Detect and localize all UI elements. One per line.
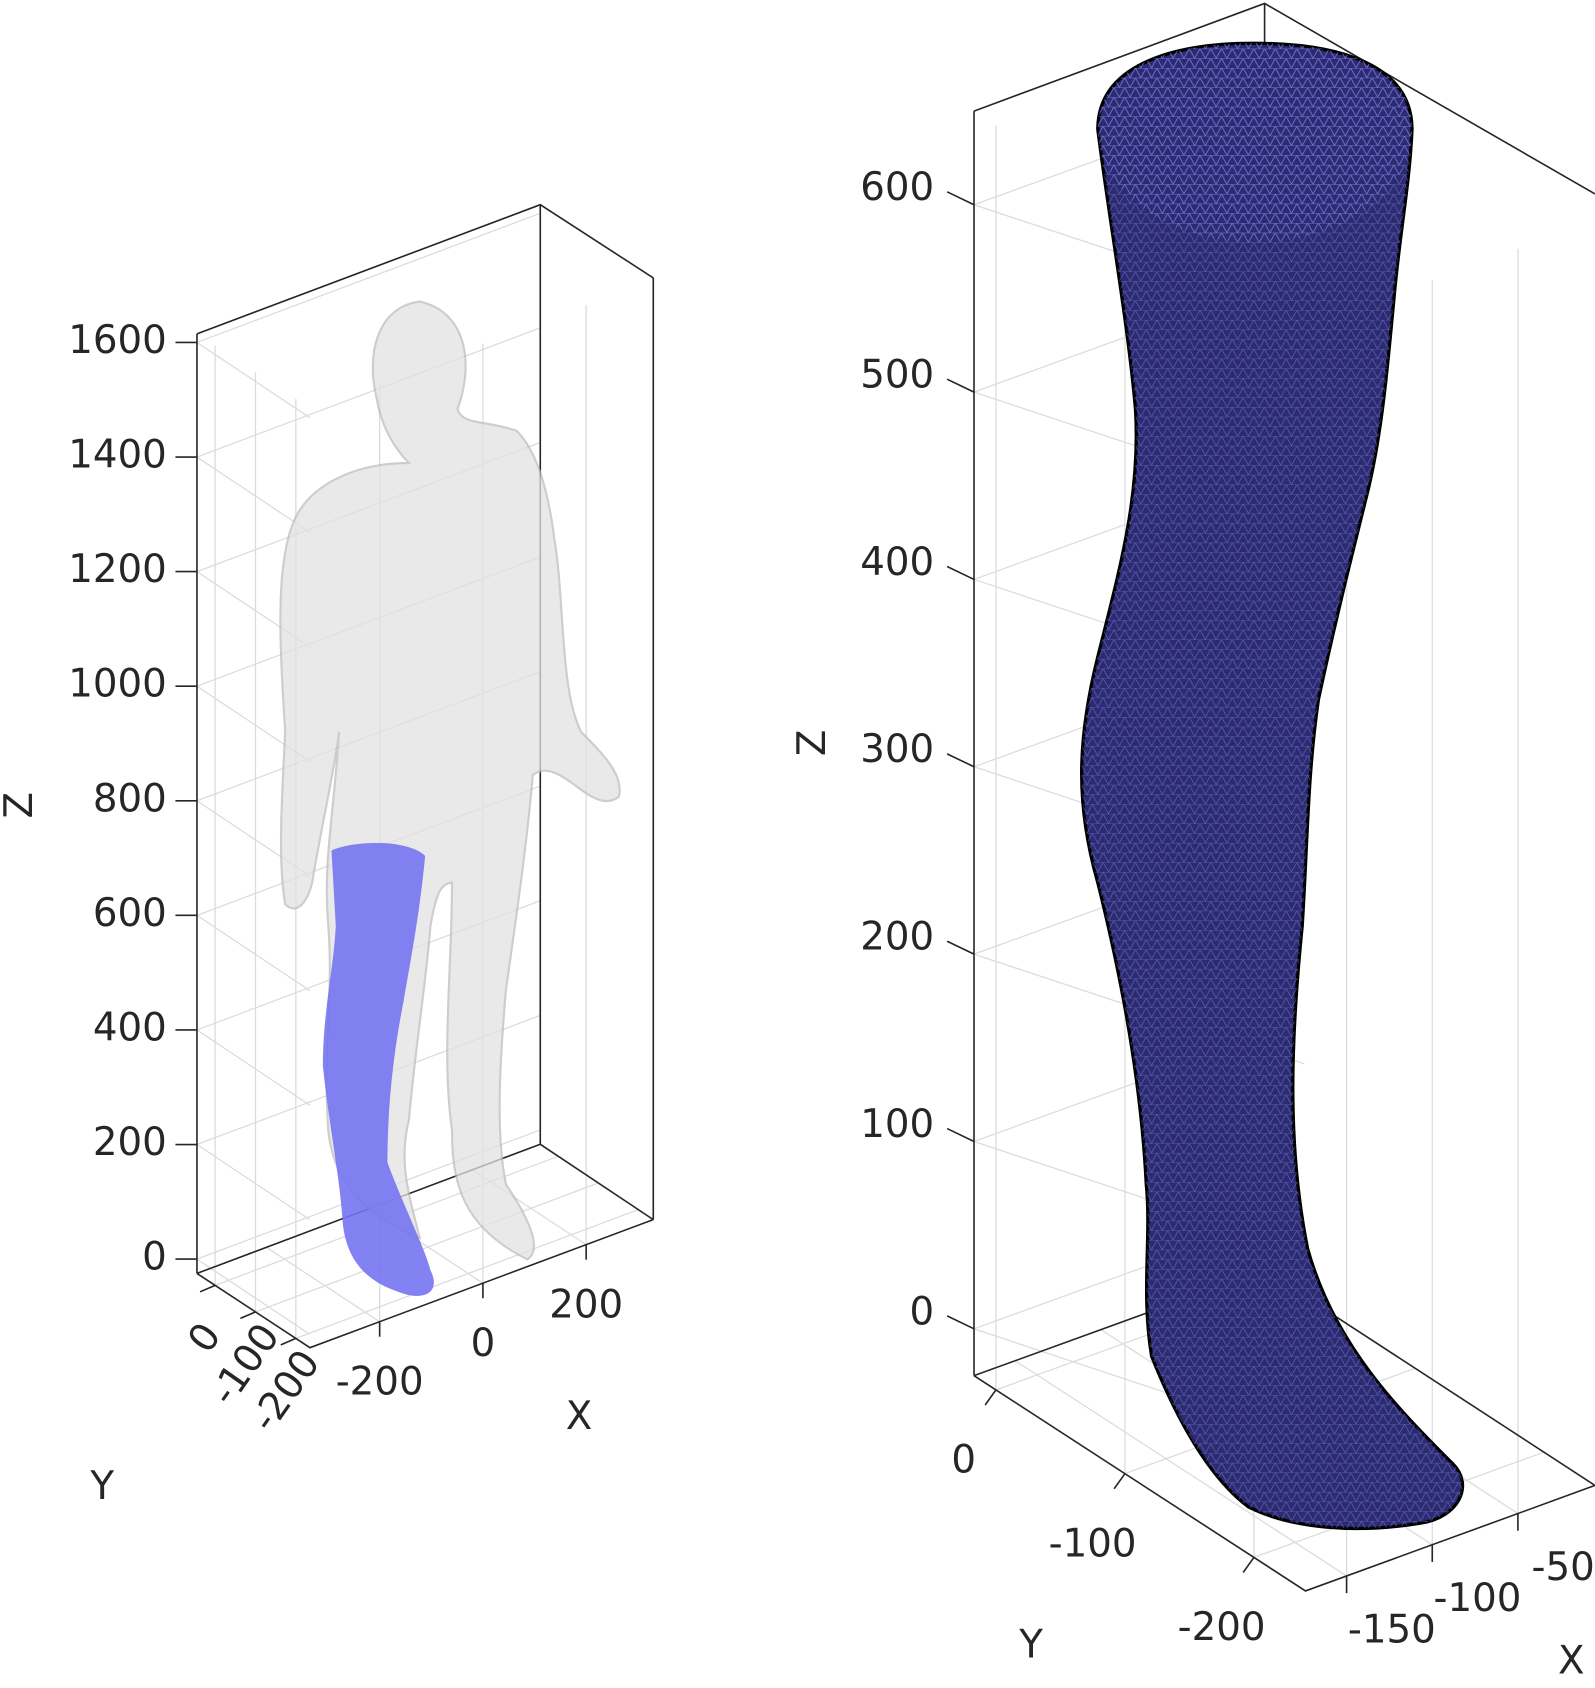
y-axis-label: Y <box>1018 1622 1043 1667</box>
z-tick-label: 1200 <box>68 547 167 592</box>
grid-line <box>196 914 311 992</box>
z-tick-label: 1000 <box>68 662 167 707</box>
z-tick <box>946 191 975 206</box>
z-tick-label: 600 <box>93 891 167 936</box>
leg <box>322 842 434 1296</box>
y-tick <box>1113 1473 1126 1490</box>
grid-line <box>1014 1360 1347 1577</box>
x-axis-label: X <box>1558 1639 1585 1684</box>
z-axis-label: Z <box>0 792 42 819</box>
grid-line <box>196 456 311 533</box>
z-tick-label: 400 <box>860 540 934 585</box>
y-tick <box>984 1389 997 1406</box>
y-tick <box>1242 1556 1255 1573</box>
z-tick-label: 0 <box>142 1235 167 1280</box>
z-tick-label: 500 <box>860 353 934 398</box>
grid-line <box>196 1143 311 1221</box>
z-tick <box>946 1127 975 1143</box>
z-tick-label: 600 <box>860 165 934 210</box>
grid-line <box>196 327 541 458</box>
z-tick-label: 400 <box>93 1005 167 1050</box>
grid-line <box>196 1029 311 1106</box>
z-tick <box>946 378 975 393</box>
y-tick <box>280 1337 297 1346</box>
y-tick-label: 0 <box>179 1315 230 1361</box>
z-tick-label: 200 <box>93 1120 167 1165</box>
y-tick-label: 0 <box>951 1438 976 1483</box>
x-tick-label: -100 <box>1433 1576 1521 1621</box>
y-axis-label: Y <box>89 1464 114 1509</box>
grid-line <box>295 1208 640 1340</box>
z-axis-label: Z <box>790 730 835 757</box>
y-tick <box>199 1284 216 1293</box>
y-tick-label: -100 <box>1049 1521 1137 1566</box>
x-tick-label: -150 <box>1348 1607 1436 1652</box>
z-tick-label: 100 <box>860 1102 934 1147</box>
z-tick <box>946 565 975 581</box>
z-tick-label: 1600 <box>68 318 167 363</box>
z-tick-label: 1400 <box>68 433 167 478</box>
x-axis-label: X <box>566 1394 593 1439</box>
z-tick-label: 0 <box>910 1289 935 1334</box>
z-tick <box>946 1315 975 1330</box>
x-tick-label: 0 <box>471 1321 496 1366</box>
grid-line <box>266 1246 381 1323</box>
z-tick <box>946 940 975 955</box>
x-tick-label: -50 <box>1531 1545 1594 1590</box>
z-tick-label: 200 <box>860 915 934 960</box>
z-tick-label: 300 <box>860 727 934 772</box>
grid-line <box>196 1258 311 1335</box>
z-tick <box>946 753 975 768</box>
grid-line <box>255 1182 600 1313</box>
leg-mesh <box>1080 41 1465 1531</box>
grid-line <box>196 341 311 419</box>
z-tick-label: 800 <box>93 776 167 821</box>
x-tick-label: 200 <box>549 1283 623 1328</box>
y-tick-label: -200 <box>1178 1605 1266 1650</box>
y-tick <box>240 1311 256 1320</box>
grid-line <box>196 212 541 344</box>
x-tick-label: -200 <box>336 1360 424 1405</box>
